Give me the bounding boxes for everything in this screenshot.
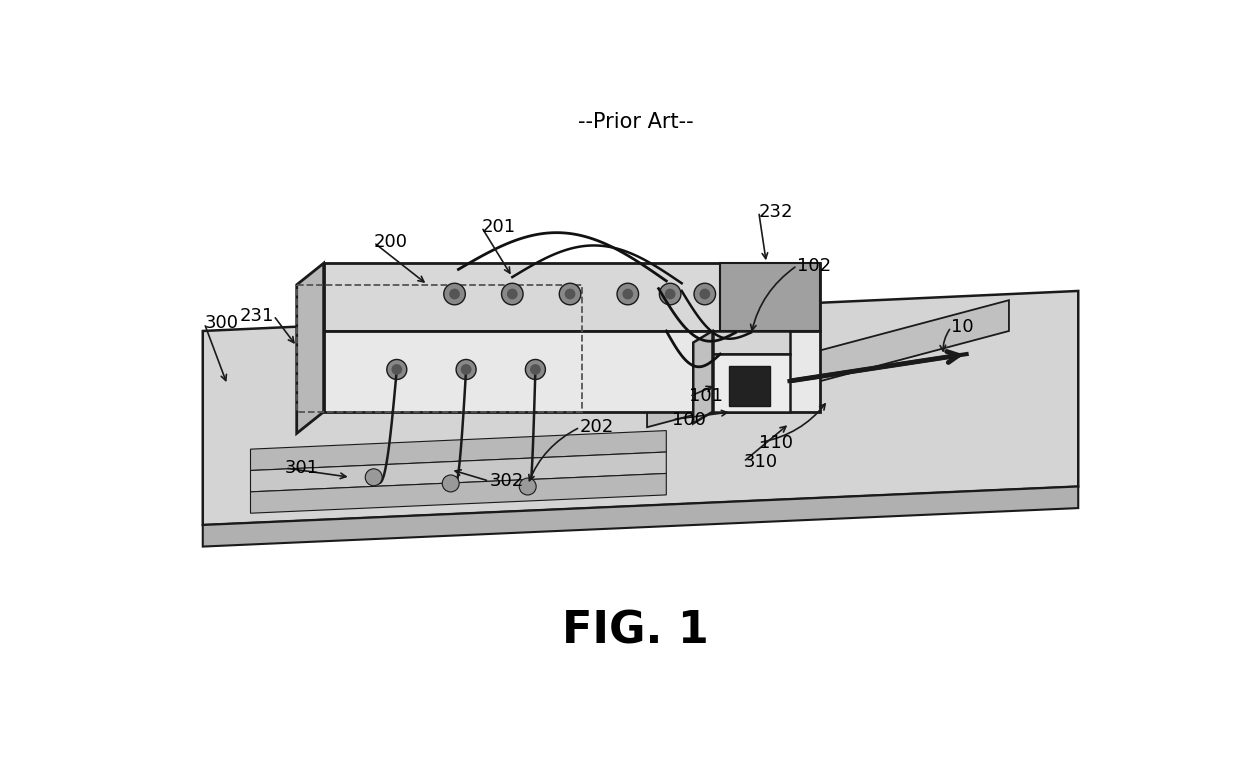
Circle shape xyxy=(461,364,471,375)
Circle shape xyxy=(618,283,639,305)
Text: 110: 110 xyxy=(759,434,792,451)
Text: 302: 302 xyxy=(490,472,523,490)
Polygon shape xyxy=(693,331,713,424)
Text: --Prior Art--: --Prior Art-- xyxy=(578,112,693,131)
Polygon shape xyxy=(296,263,324,434)
Text: FIG. 1: FIG. 1 xyxy=(562,610,709,653)
Text: 102: 102 xyxy=(797,257,831,275)
Circle shape xyxy=(529,364,541,375)
Circle shape xyxy=(660,283,681,305)
Circle shape xyxy=(444,283,465,305)
Circle shape xyxy=(699,288,711,299)
Text: 232: 232 xyxy=(759,202,794,221)
Circle shape xyxy=(622,288,634,299)
Circle shape xyxy=(366,469,382,486)
Text: 200: 200 xyxy=(373,234,408,251)
Text: 100: 100 xyxy=(672,411,707,428)
Circle shape xyxy=(443,475,459,492)
Polygon shape xyxy=(250,474,666,513)
Circle shape xyxy=(456,359,476,379)
Circle shape xyxy=(665,288,676,299)
Circle shape xyxy=(526,359,546,379)
Text: 10: 10 xyxy=(951,318,973,336)
Text: 231: 231 xyxy=(239,307,274,325)
Polygon shape xyxy=(713,354,790,412)
Text: 310: 310 xyxy=(743,453,777,471)
Polygon shape xyxy=(720,263,821,331)
Polygon shape xyxy=(250,431,666,471)
Circle shape xyxy=(392,364,402,375)
Circle shape xyxy=(559,283,580,305)
Circle shape xyxy=(387,359,407,379)
Circle shape xyxy=(501,283,523,305)
Polygon shape xyxy=(729,365,770,407)
Circle shape xyxy=(564,288,575,299)
Circle shape xyxy=(520,478,536,495)
Text: 301: 301 xyxy=(285,459,319,477)
Polygon shape xyxy=(203,487,1079,547)
Text: 201: 201 xyxy=(481,218,516,236)
Text: 202: 202 xyxy=(580,418,614,436)
Polygon shape xyxy=(250,452,666,492)
Polygon shape xyxy=(203,291,1079,525)
Polygon shape xyxy=(324,263,821,331)
Polygon shape xyxy=(713,331,790,354)
Text: 300: 300 xyxy=(205,315,238,332)
Circle shape xyxy=(694,283,715,305)
Circle shape xyxy=(507,288,517,299)
Circle shape xyxy=(449,288,460,299)
Polygon shape xyxy=(324,331,821,412)
Polygon shape xyxy=(647,300,1009,428)
Text: 101: 101 xyxy=(689,388,723,405)
